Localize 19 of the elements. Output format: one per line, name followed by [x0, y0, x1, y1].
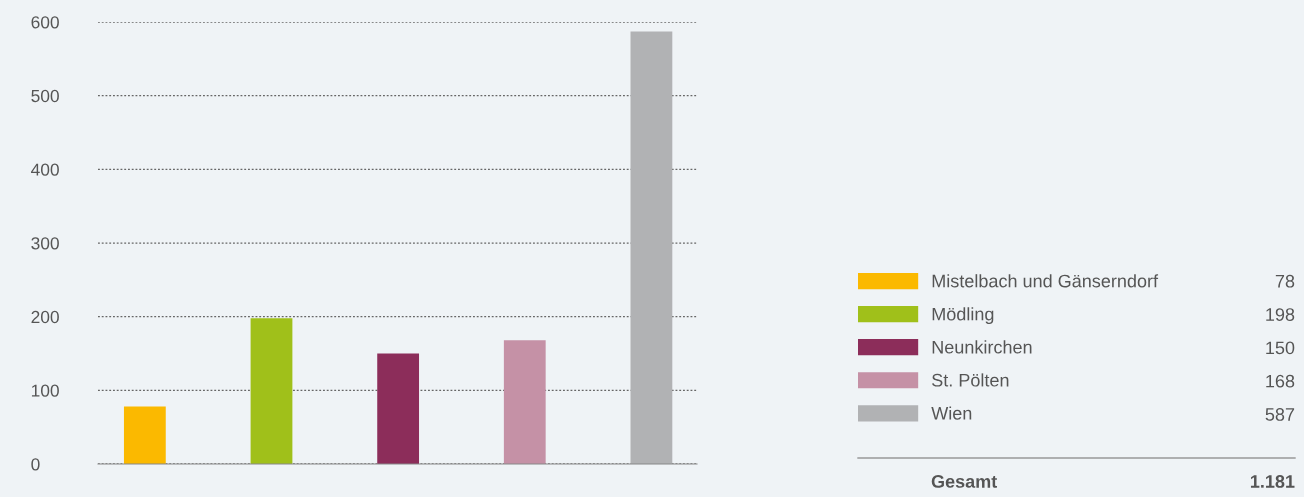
legend-label: St. Pölten [932, 373, 1009, 387]
text: 198 [1266, 308, 1295, 321]
y-tick-label: 400 [31, 163, 59, 176]
legend-label: Mistelbach und Gänserndorf [932, 274, 1159, 288]
text: 78 [1275, 274, 1295, 288]
text: 150 [1266, 341, 1295, 355]
legend-label: Mödling [932, 307, 994, 325]
text: 587 [1265, 408, 1295, 421]
legend-label: Neunkirchen [932, 340, 1032, 354]
text: 1.181 [1250, 475, 1295, 488]
text: 168 [1266, 374, 1295, 388]
y-tick-label: 200 [31, 310, 59, 324]
text: Gesamt [931, 475, 998, 488]
y-tick-label: 600 [31, 16, 59, 29]
y-tick-label: 300 [31, 237, 59, 250]
legend-label: Wien [931, 406, 972, 420]
y-tick-label: 0 [31, 458, 40, 471]
y-tick-label: 100 [31, 384, 59, 397]
y-tick-label: 500 [31, 89, 59, 103]
